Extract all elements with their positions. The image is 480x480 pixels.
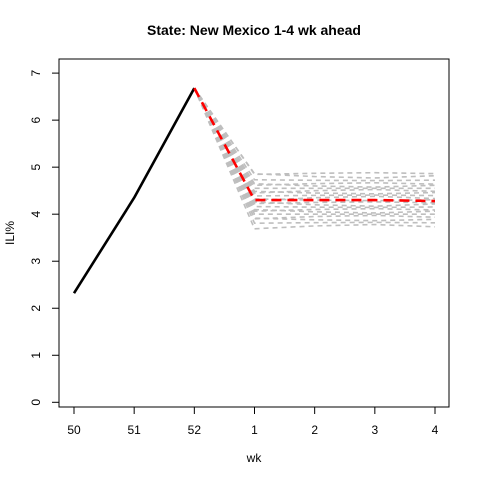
ensemble-line-9 <box>193 87 436 205</box>
y-tick-label-5: 5 <box>29 164 43 171</box>
ensemble-line-12 <box>193 87 436 197</box>
ensemble-line-14 <box>193 87 436 194</box>
x-tick-label-2: 52 <box>188 423 202 437</box>
ensemble-line-4 <box>193 87 435 215</box>
ensemble-lines <box>193 87 436 230</box>
x-tick-label-5: 3 <box>371 423 378 437</box>
x-tick-label-1: 51 <box>127 423 141 437</box>
observed-line <box>72 87 196 294</box>
x-tick-label-0: 50 <box>67 423 81 437</box>
y-axis: 0 1 2 3 4 5 6 7 <box>29 69 60 406</box>
x-tick-label-3: 1 <box>251 423 258 437</box>
x-axis: 50 51 52 1 2 3 4 <box>67 406 439 437</box>
ensemble-line-20 <box>193 87 436 176</box>
ensemble-line-1 <box>193 87 436 225</box>
plot-frame <box>58 58 450 408</box>
series-lines <box>72 87 436 294</box>
forecast-line <box>193 87 436 203</box>
y-tick-label-1: 1 <box>29 352 43 359</box>
x-tick-label-4: 2 <box>311 423 318 437</box>
y-tick-label-2: 2 <box>29 305 43 312</box>
ensemble-line-2 <box>193 87 436 222</box>
ensemble-line-18 <box>193 87 436 182</box>
x-axis-label: wk <box>246 451 263 465</box>
y-tick-label-0: 0 <box>29 399 43 406</box>
ensemble-line-6 <box>193 87 436 212</box>
x-tick-label-6: 4 <box>432 423 439 437</box>
y-tick-label-7: 7 <box>29 69 43 76</box>
y-tick-label-3: 3 <box>29 258 43 265</box>
y-tick-label-4: 4 <box>29 211 43 218</box>
chart-title: State: New Mexico 1-4 wk ahead <box>147 22 361 38</box>
y-tick-label-6: 6 <box>29 116 43 123</box>
ensemble-line-7 <box>193 87 436 209</box>
ensemble-line-0 <box>193 87 436 230</box>
ensemble-line-17 <box>193 87 436 187</box>
ensemble-line-19 <box>193 87 436 179</box>
y-axis-label: ILI% <box>3 221 17 245</box>
